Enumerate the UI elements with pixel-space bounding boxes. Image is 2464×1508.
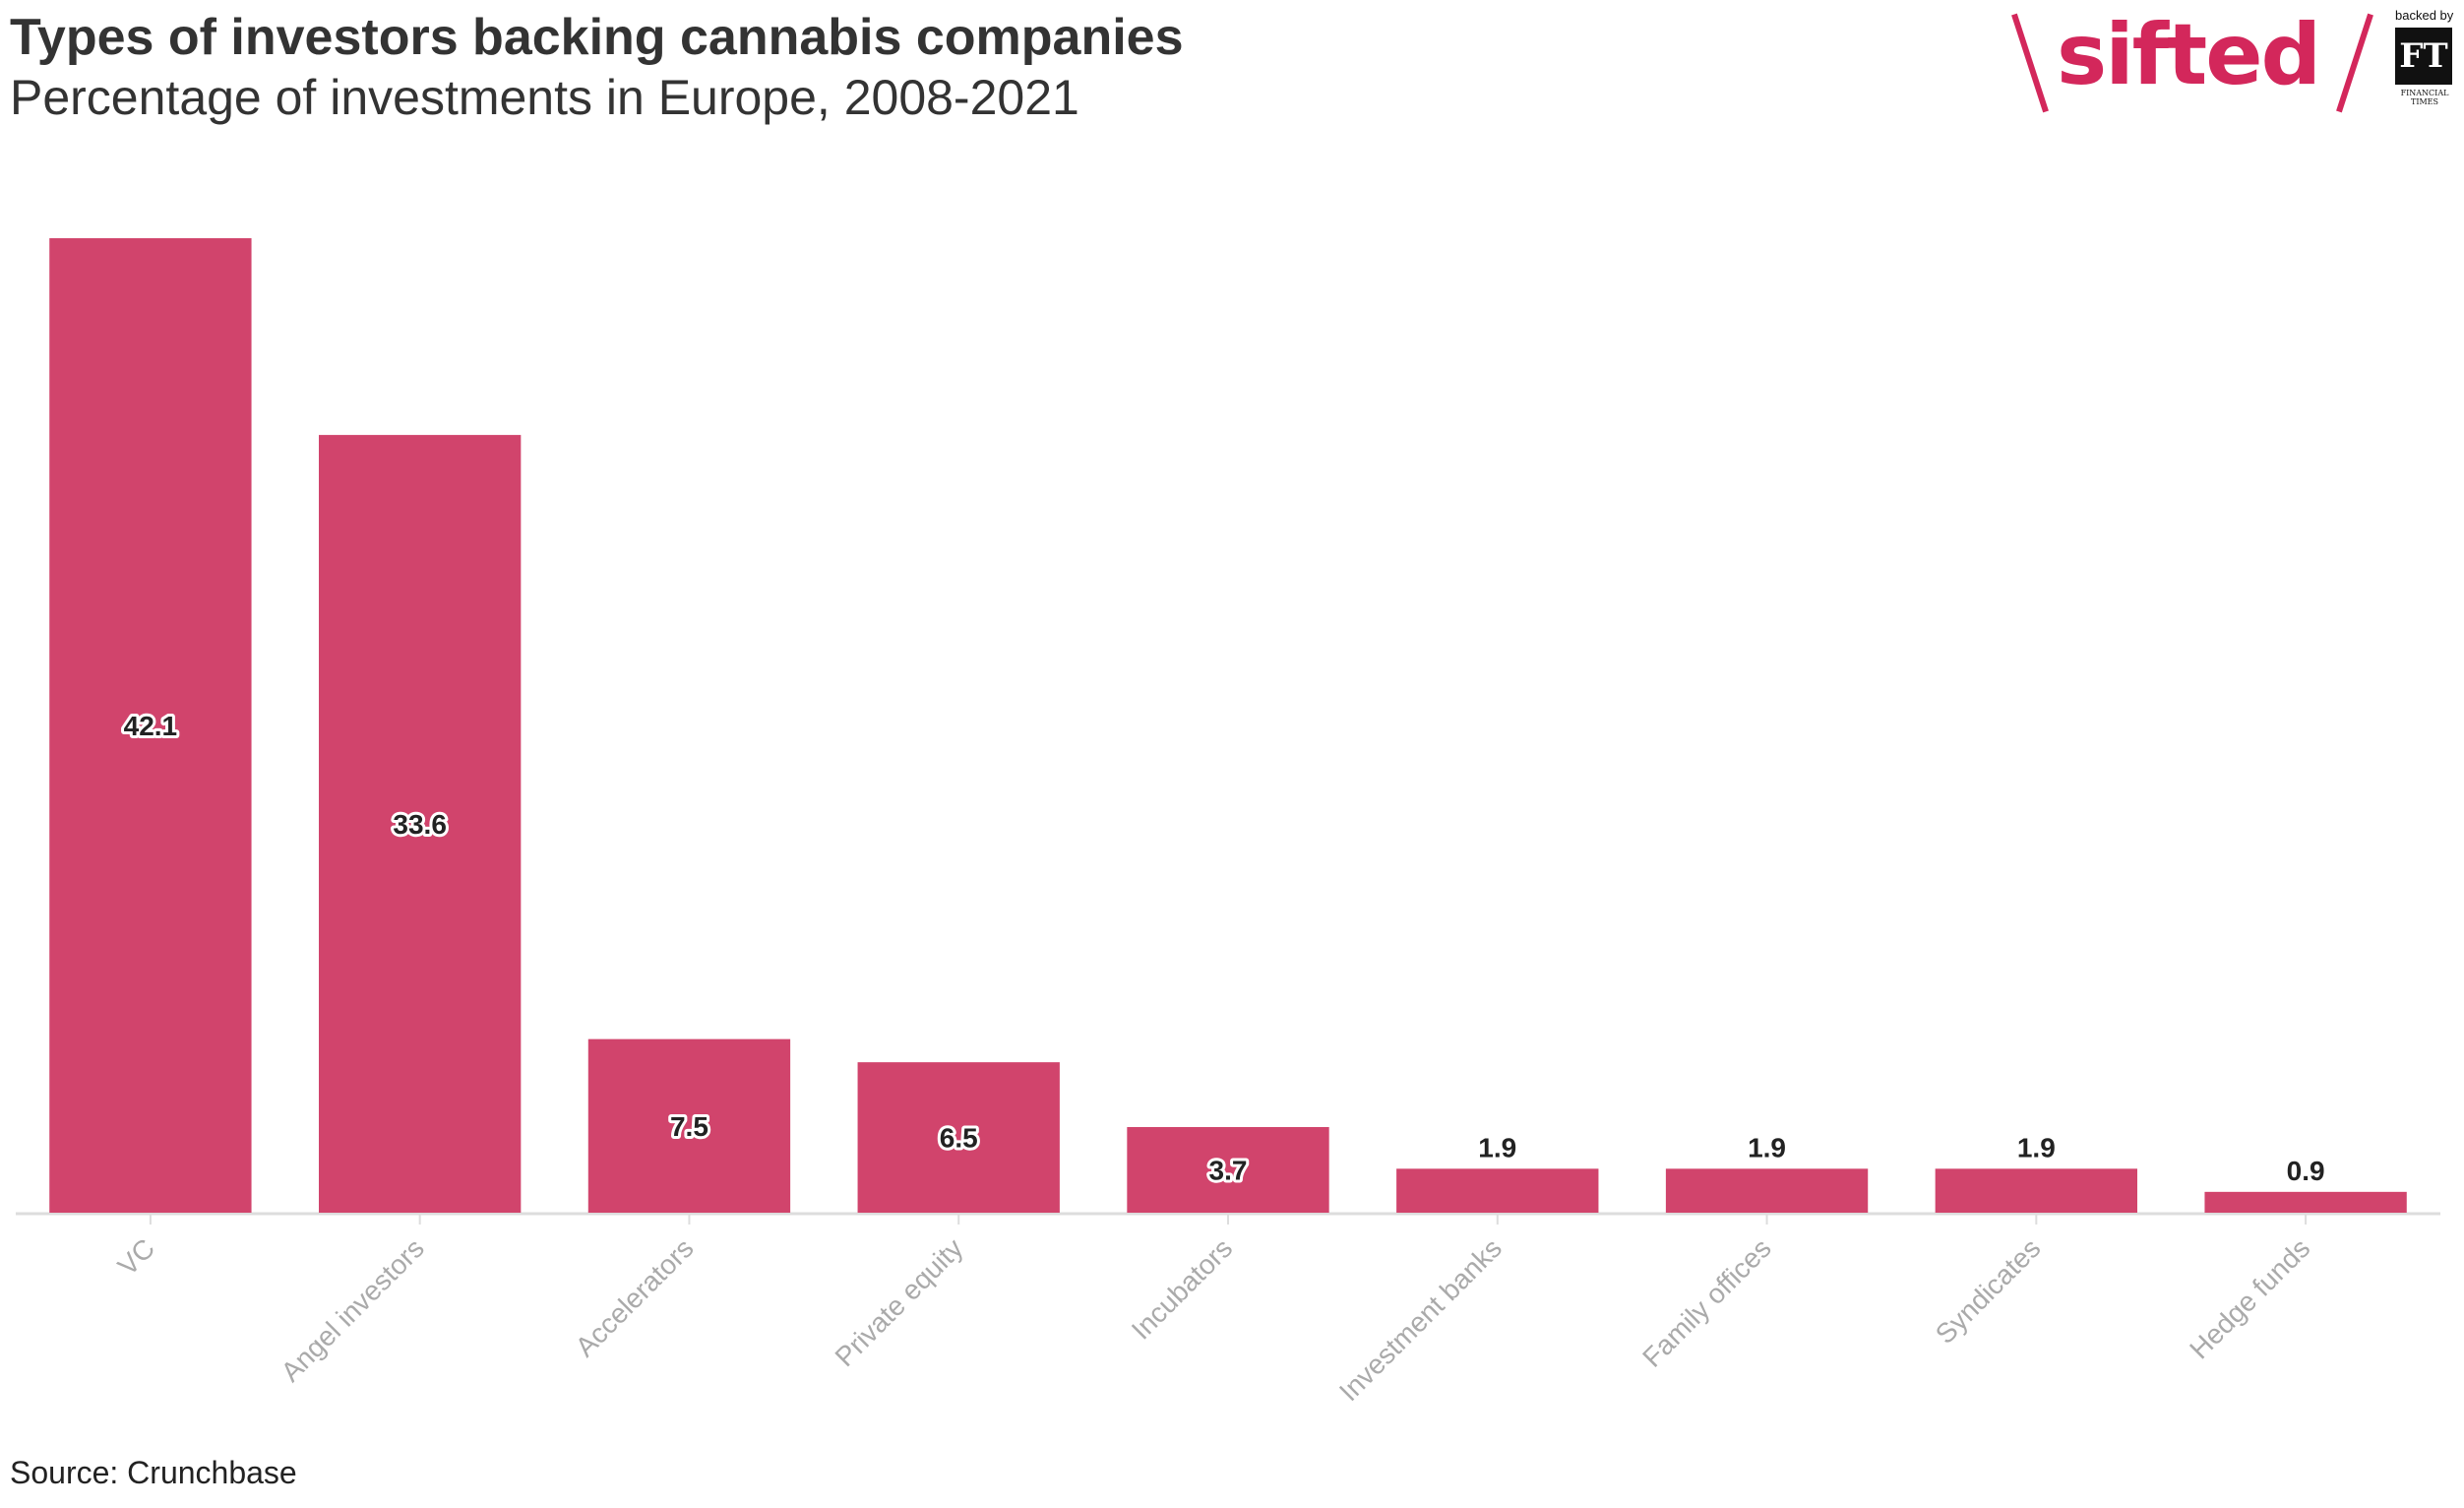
ft-logo: FT: [2395, 28, 2452, 85]
x-tick-label: Accelerators: [570, 1232, 700, 1362]
x-tick-label: Angel investors: [276, 1232, 430, 1387]
bar-incubators: [1127, 1126, 1329, 1213]
bar-private-equity: [857, 1062, 1060, 1213]
sifted-logo: sifted backed by FT FINANCIAL TIMES: [1988, 6, 2464, 124]
x-tick-label: Hedge funds: [2184, 1232, 2315, 1364]
data-label: 7.5: [670, 1111, 708, 1142]
ft-caption: FINANCIAL TIMES: [2400, 89, 2449, 106]
data-label: 1.9: [2017, 1132, 2056, 1162]
data-label: 0.9: [2287, 1156, 2325, 1186]
x-tick-label: Syndicates: [1930, 1232, 2047, 1350]
source-note: Source: Crunchbase: [10, 1455, 297, 1490]
data-label: 3.7: [1209, 1155, 1248, 1185]
data-label: 33.6: [393, 809, 447, 840]
x-tick-label: Investment banks: [1333, 1232, 1508, 1407]
bar-investment-banks: [1396, 1168, 1599, 1213]
bar-family-offices: [1665, 1168, 1869, 1213]
backed-by-label: backed by: [2395, 8, 2454, 23]
logo-wordmark: sifted: [2057, 6, 2321, 104]
data-label: 6.5: [940, 1123, 978, 1154]
logo-slash-right: [2336, 13, 2373, 113]
x-tick-label: Private equity: [830, 1232, 969, 1372]
bar-vc: [49, 238, 252, 1213]
x-tick-label: Family offices: [1636, 1232, 1777, 1373]
x-tick-label: Incubators: [1126, 1232, 1238, 1345]
bar-hedge-funds: [2204, 1191, 2407, 1213]
bar-syndicates: [1935, 1168, 2137, 1213]
chart-subtitle: Percentage of investments in Europe, 200…: [10, 70, 1079, 125]
data-label: 1.9: [1478, 1132, 1516, 1162]
chart-title: Types of investors backing cannabis comp…: [10, 9, 1184, 66]
bar-angel-investors: [319, 434, 522, 1213]
logo-slash-left: [2011, 13, 2049, 113]
data-label: 1.9: [1748, 1132, 1786, 1162]
data-label: 42.1: [124, 711, 178, 741]
bar-accelerators: [587, 1038, 791, 1213]
x-tick-label: VC: [112, 1232, 160, 1281]
